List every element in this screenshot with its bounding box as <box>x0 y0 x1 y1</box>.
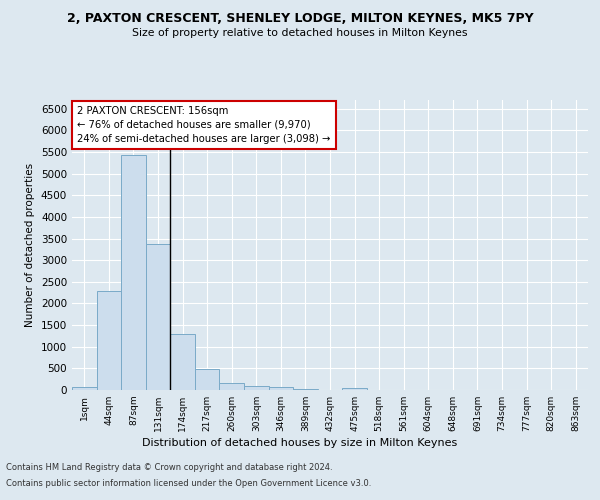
Bar <box>72 388 97 390</box>
Bar <box>244 386 269 390</box>
Bar <box>195 369 220 390</box>
Bar <box>97 292 121 390</box>
Bar <box>342 388 367 390</box>
Bar <box>146 244 170 390</box>
Text: Contains public sector information licensed under the Open Government Licence v3: Contains public sector information licen… <box>6 478 371 488</box>
Text: Contains HM Land Registry data © Crown copyright and database right 2024.: Contains HM Land Registry data © Crown c… <box>6 464 332 472</box>
Text: Size of property relative to detached houses in Milton Keynes: Size of property relative to detached ho… <box>132 28 468 38</box>
Bar <box>293 388 318 390</box>
Bar <box>170 334 195 390</box>
Text: 2 PAXTON CRESCENT: 156sqm
← 76% of detached houses are smaller (9,970)
24% of se: 2 PAXTON CRESCENT: 156sqm ← 76% of detac… <box>77 106 331 144</box>
Bar <box>269 388 293 390</box>
Bar <box>121 155 146 390</box>
Text: Distribution of detached houses by size in Milton Keynes: Distribution of detached houses by size … <box>142 438 458 448</box>
Text: 2, PAXTON CRESCENT, SHENLEY LODGE, MILTON KEYNES, MK5 7PY: 2, PAXTON CRESCENT, SHENLEY LODGE, MILTO… <box>67 12 533 26</box>
Y-axis label: Number of detached properties: Number of detached properties <box>25 163 35 327</box>
Bar <box>220 383 244 390</box>
